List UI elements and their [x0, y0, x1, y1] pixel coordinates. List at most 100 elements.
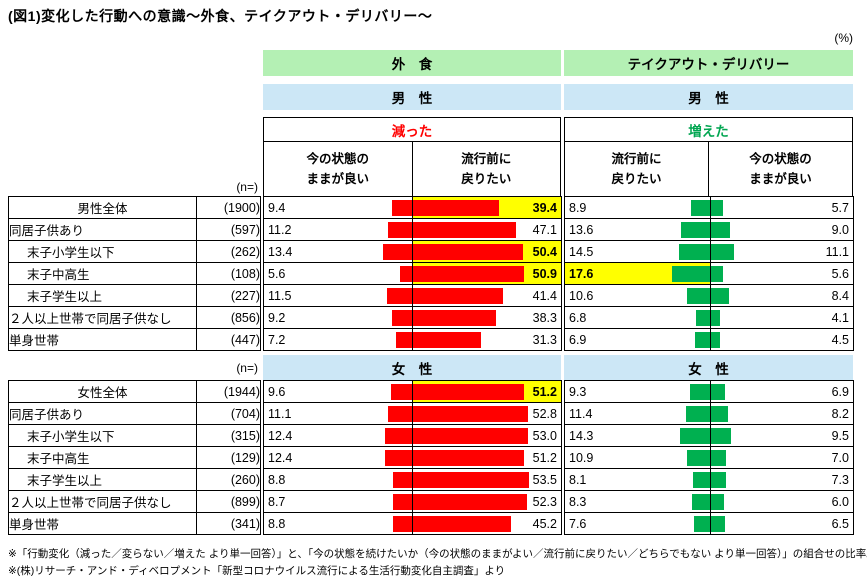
row-label: 末子中高生 — [8, 446, 197, 469]
green-bar — [711, 449, 726, 466]
red-bar — [413, 199, 499, 216]
data-cell: 52.8 — [412, 402, 562, 425]
value-label: 9.6 — [268, 384, 286, 399]
red-bar — [413, 221, 516, 238]
unit-label: (%) — [834, 31, 853, 45]
row-label: 末子学生以上 — [8, 468, 197, 491]
row-n: (129) — [196, 446, 261, 469]
data-cell: 11.1 — [263, 402, 413, 425]
data-cell: 8.2 — [710, 402, 854, 425]
table-row: 末子中高生 (129) 12.4 51.2 10.9 7.0 — [8, 446, 854, 469]
cell-content: 5.6 — [264, 264, 412, 284]
value-label: 10.9 — [569, 450, 594, 465]
cell-content: 11.5 — [264, 286, 412, 306]
row-n: (227) — [196, 284, 261, 307]
table-row: ２人以上世帯で同居子供なし (899) 8.7 52.3 8.3 6.0 — [8, 490, 854, 513]
subheader-group-eating-out: 今の状態の ままが良い 流行前に 戻りたい — [263, 141, 561, 197]
red-bar — [392, 515, 412, 532]
value-label: 51.2 — [532, 384, 557, 399]
data-cell: 31.3 — [412, 328, 562, 351]
cell-content: 13.6 — [565, 220, 710, 240]
data-cell: 5.6 — [263, 262, 413, 285]
value-label: 8.2 — [831, 406, 849, 421]
value-label: 11.5 — [268, 288, 292, 303]
cell-content: 52.8 — [413, 404, 561, 424]
red-bar — [413, 405, 528, 422]
cell-content: 11.2 — [264, 220, 412, 240]
cell-content: 11.1 — [264, 404, 412, 424]
green-bar — [711, 471, 727, 488]
cell-content: 12.4 — [264, 448, 412, 468]
value-label: 9.2 — [268, 310, 286, 325]
cell-content: 52.3 — [413, 492, 561, 512]
value-label: 9.5 — [831, 428, 849, 443]
figure-title: (図1)変化した行動への意識～外食、テイクアウト・デリバリー～ — [8, 8, 433, 24]
cell-content: 10.6 — [565, 286, 710, 306]
cell-content: 5.7 — [711, 198, 853, 218]
row-n: (260) — [196, 468, 261, 491]
data-cell: 7.3 — [710, 468, 854, 491]
data-cell: 6.9 — [710, 380, 854, 403]
footnote-2: ※(株)リサーチ・アンド・ディベロプメント「新型コロナウイルス流行による生活行動… — [8, 565, 506, 577]
value-label: 11.1 — [825, 244, 849, 259]
data-cell: 52.3 — [412, 490, 562, 513]
red-bar — [382, 243, 412, 260]
cell-content: 9.5 — [711, 426, 853, 446]
data-cell: 50.9 — [412, 262, 562, 285]
table-row: 末子中高生 (108) 5.6 50.9 17.6 5.6 — [8, 262, 854, 285]
cell-content: 14.5 — [565, 242, 710, 262]
cell-content: 53.0 — [413, 426, 561, 446]
red-bar — [391, 383, 412, 400]
red-bar — [385, 449, 412, 466]
data-cell: 8.3 — [564, 490, 711, 513]
value-label: 8.9 — [569, 200, 587, 215]
red-bar — [413, 449, 525, 466]
header-male-takeout: 男 性 — [564, 84, 853, 110]
data-cell: 6.0 — [710, 490, 854, 513]
data-cell: 53.0 — [412, 424, 562, 447]
red-bar — [413, 243, 523, 260]
red-bar — [387, 405, 412, 422]
green-bar — [691, 199, 710, 216]
value-label: 7.6 — [569, 516, 587, 531]
red-bar — [413, 331, 482, 348]
value-label: 11.4 — [569, 406, 593, 421]
data-cell: 9.3 — [564, 380, 711, 403]
red-bar — [413, 515, 512, 532]
female-table: 女性全体 (1944) 9.6 51.2 9.3 6.9 同居子供あり (704) 11.1 52… — [8, 380, 854, 535]
cell-content: 7.0 — [711, 448, 853, 468]
table-row: 同居子供あり (704) 11.1 52.8 11.4 8.2 — [8, 402, 854, 425]
value-label: 13.6 — [569, 222, 594, 237]
value-label: 7.2 — [268, 332, 286, 347]
green-bar — [686, 449, 710, 466]
cell-content: 6.9 — [711, 382, 853, 402]
value-label: 12.4 — [268, 428, 293, 443]
value-label: 53.5 — [532, 472, 557, 487]
cell-content: 6.8 — [565, 308, 710, 328]
data-cell: 11.4 — [564, 402, 711, 425]
row-label: 末子中高生 — [8, 262, 197, 285]
label-increased: 増えた — [564, 117, 853, 142]
row-n: (108) — [196, 262, 261, 285]
cell-content: 8.2 — [711, 404, 853, 424]
green-bar — [672, 265, 710, 282]
value-label: 9.4 — [268, 200, 286, 215]
value-label: 52.8 — [532, 406, 557, 421]
green-bar — [711, 221, 730, 238]
data-cell: 13.4 — [263, 240, 413, 263]
data-cell: 8.7 — [263, 490, 413, 513]
green-bar — [690, 383, 710, 400]
red-bar — [413, 287, 504, 304]
table-row: 女性全体 (1944) 9.6 51.2 9.3 6.9 — [8, 380, 854, 403]
value-label: 12.4 — [268, 450, 293, 465]
value-label: 8.7 — [268, 494, 286, 509]
green-bar — [681, 221, 710, 238]
male-table: 男性全体 (1900) 9.4 39.4 8.9 5.7 同居子供あり (597) 11.2 47… — [8, 196, 854, 351]
cell-content: 53.5 — [413, 470, 561, 490]
value-label: 13.4 — [268, 244, 293, 259]
data-cell: 39.4 — [412, 196, 562, 219]
red-bar — [413, 493, 527, 510]
cell-content: 38.3 — [413, 308, 561, 328]
green-bar — [711, 265, 723, 282]
cell-content: 9.2 — [264, 308, 412, 328]
